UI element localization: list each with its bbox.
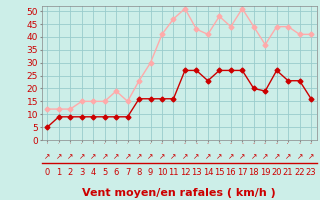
Text: 4: 4	[91, 168, 96, 177]
Text: ↗: ↗	[113, 152, 119, 161]
Text: ↗: ↗	[147, 152, 154, 161]
Text: 9: 9	[148, 168, 153, 177]
Text: 14: 14	[203, 168, 213, 177]
Text: ↗: ↗	[67, 152, 74, 161]
Text: ↗: ↗	[251, 152, 257, 161]
Text: 8: 8	[136, 168, 142, 177]
Text: 2: 2	[68, 168, 73, 177]
Text: ↗: ↗	[44, 152, 51, 161]
Text: ↗: ↗	[274, 152, 280, 161]
Text: ↗: ↗	[90, 152, 96, 161]
Text: ↗: ↗	[262, 152, 268, 161]
Text: ↗: ↗	[124, 152, 131, 161]
Text: ↗: ↗	[296, 152, 303, 161]
Text: ↗: ↗	[216, 152, 222, 161]
Text: ↗: ↗	[239, 152, 245, 161]
Text: 3: 3	[79, 168, 84, 177]
Text: ↗: ↗	[182, 152, 188, 161]
Text: ↗: ↗	[101, 152, 108, 161]
Text: 10: 10	[157, 168, 167, 177]
Text: ↗: ↗	[205, 152, 211, 161]
Text: 7: 7	[125, 168, 130, 177]
Text: 22: 22	[294, 168, 305, 177]
Text: ↗: ↗	[285, 152, 291, 161]
Text: 23: 23	[306, 168, 316, 177]
Text: 11: 11	[168, 168, 179, 177]
Text: ↗: ↗	[170, 152, 177, 161]
Text: 0: 0	[45, 168, 50, 177]
Text: ↗: ↗	[308, 152, 314, 161]
Text: Vent moyen/en rafales ( km/h ): Vent moyen/en rafales ( km/h )	[82, 188, 276, 198]
Text: 21: 21	[283, 168, 293, 177]
Text: ↗: ↗	[78, 152, 85, 161]
Text: 5: 5	[102, 168, 107, 177]
Text: 18: 18	[248, 168, 259, 177]
Text: ↗: ↗	[159, 152, 165, 161]
Text: 15: 15	[214, 168, 225, 177]
Text: 17: 17	[237, 168, 248, 177]
Text: 19: 19	[260, 168, 270, 177]
Text: ↗: ↗	[228, 152, 234, 161]
Text: ↗: ↗	[136, 152, 142, 161]
Text: ↗: ↗	[56, 152, 62, 161]
Text: 1: 1	[56, 168, 61, 177]
Text: 6: 6	[114, 168, 119, 177]
Text: 13: 13	[191, 168, 202, 177]
Text: ↗: ↗	[193, 152, 200, 161]
Text: 12: 12	[180, 168, 190, 177]
Text: 16: 16	[226, 168, 236, 177]
Text: 20: 20	[271, 168, 282, 177]
